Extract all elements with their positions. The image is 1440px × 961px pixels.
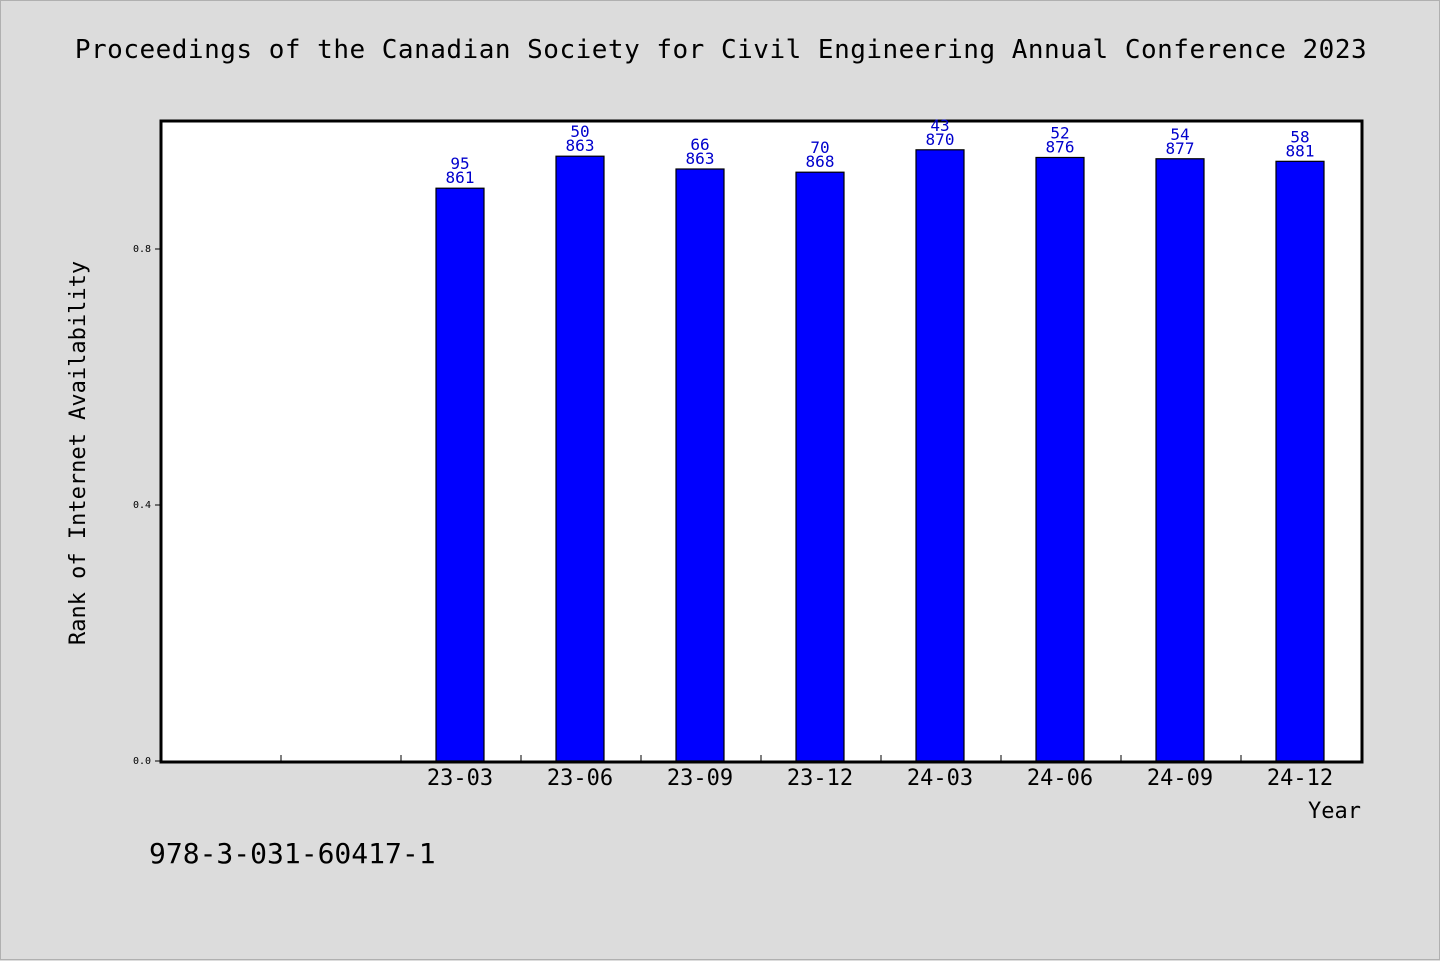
x-tick-label: 24-09 [1147,766,1213,791]
bar [915,149,965,762]
bar-data-label: 876 [1046,137,1075,156]
isbn-footer: 978-3-031-60417-1 [149,837,436,870]
x-tick-label: 23-03 [427,766,493,791]
bar-data-label: 52 [1050,123,1069,142]
y-tick-label: 0.4 [133,500,151,511]
x-tick-label: 23-09 [667,766,733,791]
bar-data-label: 70 [810,138,829,157]
x-tick-label: 24-06 [1027,766,1093,791]
bar-data-label: 66 [690,135,709,154]
bar-data-label: 861 [446,168,475,187]
bar-data-label: 863 [566,136,595,155]
x-tick-label: 23-12 [787,766,853,791]
x-axis-label: Year [1308,799,1361,824]
bar-data-label: 54 [1170,125,1189,144]
y-tick-label: 0.0 [133,756,151,767]
bar [1035,156,1085,762]
bar-data-label: 868 [806,152,835,171]
bar-data-label: 58 [1290,127,1309,146]
x-tick-label: 24-03 [907,766,973,791]
x-tick-label: 23-06 [547,766,613,791]
y-tick-label: 0.8 [133,244,151,255]
bar [1275,160,1325,762]
bar-data-label: 877 [1166,139,1195,158]
bar [675,168,725,762]
bar-data-label: 881 [1286,141,1315,160]
bar-data-label: 50 [570,122,589,141]
bar-data-label: 95 [450,154,469,173]
bar-data-label: 870 [926,130,955,149]
bar [1155,158,1205,762]
chart-title: Proceedings of the Canadian Society for … [74,35,1368,65]
bar [555,155,605,762]
y-axis-label: Rank of Internet Availability [66,261,91,645]
x-tick-label: 24-12 [1267,766,1333,791]
bar-data-label: 863 [686,149,715,168]
bar [795,171,845,762]
bar-data-label: 43 [930,116,949,135]
bar [435,187,485,762]
